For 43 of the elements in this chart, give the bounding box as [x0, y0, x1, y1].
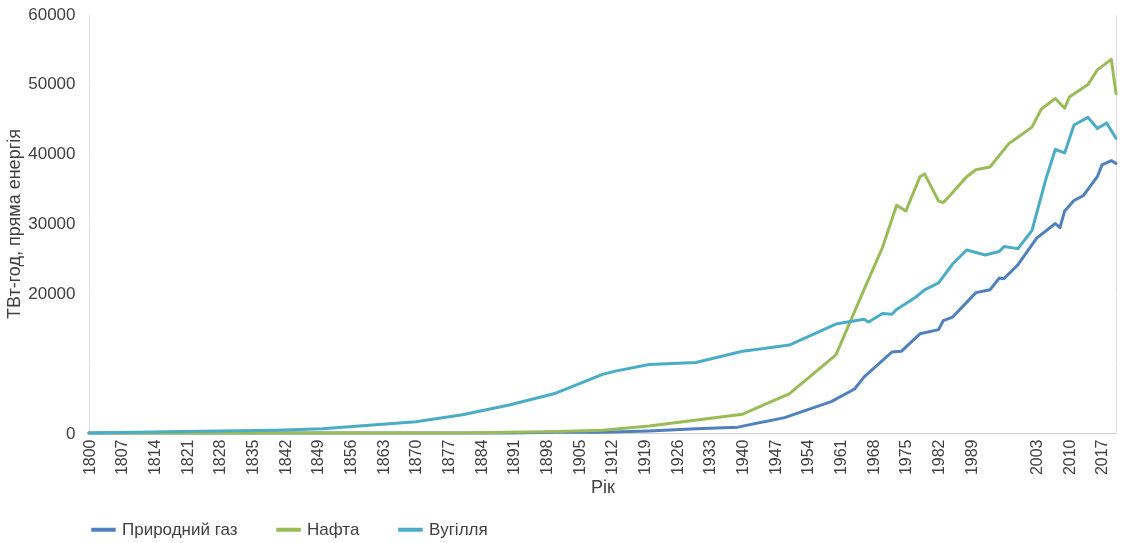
x-tick-label: 1968 [864, 439, 882, 476]
legend-label: Вугілля [429, 519, 488, 539]
x-tick-label: 1814 [145, 439, 163, 476]
y-axis-title: ТВт-год, пряма енергія [4, 129, 25, 319]
y-tick-label: 40000 [28, 144, 76, 164]
x-tick-label: 1933 [701, 439, 719, 476]
x-tick-label: 1877 [439, 439, 457, 476]
x-tick-label: 1954 [799, 439, 817, 476]
y-tick-label: 60000 [28, 4, 76, 24]
x-tick-label: 1926 [668, 439, 686, 476]
x-tick-label: 1884 [472, 439, 490, 476]
x-tick-label: 1870 [407, 439, 425, 476]
legend-label: Нафта [307, 519, 360, 539]
x-tick-label: 1849 [309, 439, 327, 476]
x-tick-label: 1975 [897, 439, 915, 476]
x-tick-label: 2010 [1060, 439, 1078, 476]
y-tick-label: 20000 [28, 283, 76, 303]
x-tick-label: 1947 [766, 439, 784, 476]
x-tick-label: 1800 [80, 439, 98, 476]
x-tick-label: 1919 [636, 439, 654, 476]
y-tick-label: 50000 [28, 74, 76, 94]
y-tick-label: 0 [66, 423, 76, 443]
x-tick-label: 1863 [374, 439, 392, 476]
line-series [87, 57, 1118, 435]
x-axis-title: Рік [591, 477, 616, 498]
x-tick-label: 2017 [1093, 439, 1111, 476]
x-tick-label: 1821 [178, 439, 196, 476]
x-tick-label: 1898 [537, 439, 555, 476]
x-tick-label: 1807 [113, 439, 131, 476]
x-tick-label: 1856 [341, 439, 359, 476]
x-tick-label: 1961 [832, 439, 850, 476]
x-tick-label: 1891 [505, 439, 523, 476]
x-tick-label: 2003 [1028, 439, 1046, 476]
x-tick-label: 1982 [930, 439, 948, 476]
x-tick-label: 1905 [570, 439, 588, 476]
y-tick-label: 30000 [28, 214, 76, 233]
x-tick-label: 1940 [734, 439, 752, 476]
x-tick-label: 1835 [243, 439, 261, 476]
x-tick-label: 1989 [962, 439, 980, 476]
x-tick-label: 1912 [603, 439, 621, 476]
legend-label: Природний газ [122, 519, 238, 539]
x-tick-label: 1828 [211, 439, 229, 476]
x-tick-label: 1842 [276, 439, 294, 476]
